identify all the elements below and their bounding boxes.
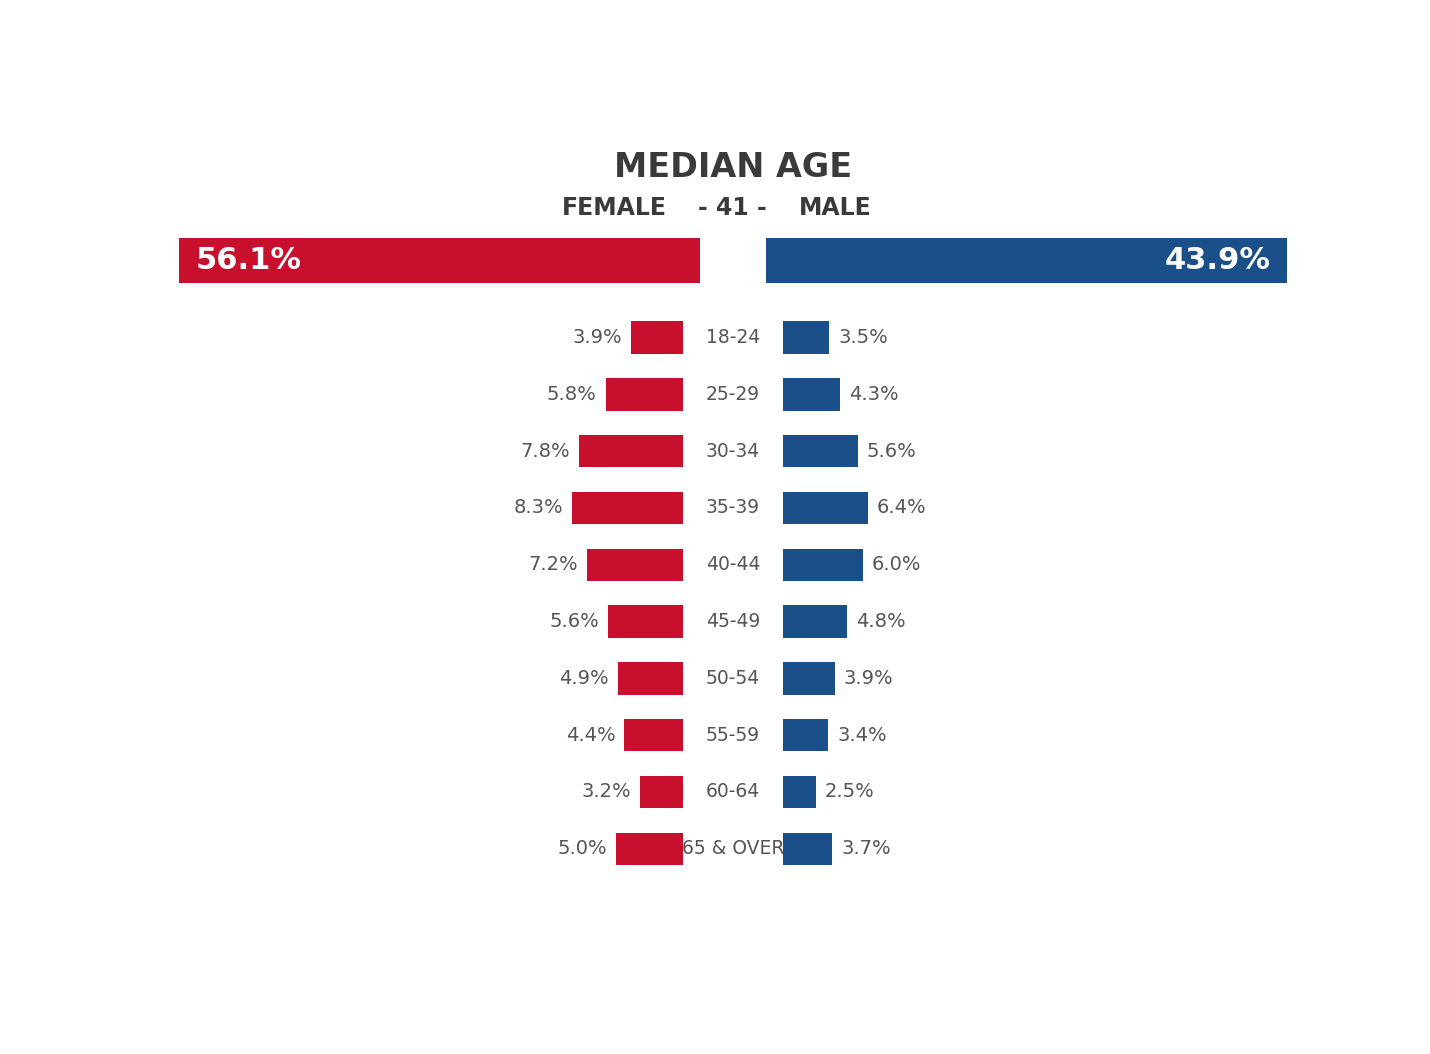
Bar — [782, 662, 835, 695]
Text: 3.2%: 3.2% — [582, 782, 632, 801]
Text: 43.9%: 43.9% — [1164, 246, 1270, 275]
Text: 30-34: 30-34 — [706, 442, 759, 461]
Bar — [605, 378, 684, 410]
Text: 55-59: 55-59 — [706, 725, 759, 745]
Text: 3.5%: 3.5% — [838, 328, 888, 347]
Text: 35-39: 35-39 — [706, 499, 759, 518]
Text: 6.4%: 6.4% — [877, 499, 927, 518]
Text: MEDIAN AGE: MEDIAN AGE — [613, 151, 852, 183]
Bar — [782, 491, 868, 524]
Text: 25-29: 25-29 — [706, 385, 759, 404]
Text: 5.6%: 5.6% — [867, 442, 917, 461]
Text: 45-49: 45-49 — [705, 612, 761, 631]
Bar — [586, 548, 684, 581]
Text: 56.1%: 56.1% — [196, 246, 302, 275]
Text: 18-24: 18-24 — [706, 328, 759, 347]
Bar — [641, 776, 684, 808]
Bar — [616, 833, 684, 865]
Text: 7.8%: 7.8% — [521, 442, 571, 461]
Bar — [766, 238, 1287, 282]
Bar — [782, 605, 847, 638]
Text: 8.3%: 8.3% — [513, 499, 563, 518]
Text: 6.0%: 6.0% — [872, 555, 921, 574]
Bar — [782, 321, 829, 354]
Bar — [782, 833, 832, 865]
Text: 5.8%: 5.8% — [546, 385, 596, 404]
Bar — [782, 548, 862, 581]
Text: 65 & OVER: 65 & OVER — [682, 839, 784, 858]
Text: 3.9%: 3.9% — [572, 328, 622, 347]
Text: 50-54: 50-54 — [706, 669, 759, 688]
Text: 4.3%: 4.3% — [849, 385, 898, 404]
Text: FEMALE: FEMALE — [562, 196, 666, 219]
Text: 5.0%: 5.0% — [558, 839, 608, 858]
Text: MALE: MALE — [799, 196, 872, 219]
Bar — [572, 491, 684, 524]
Bar — [618, 662, 684, 695]
Bar — [782, 378, 841, 410]
Bar — [782, 776, 817, 808]
Bar — [579, 435, 684, 467]
Text: - 41 -: - 41 - — [698, 196, 768, 219]
Text: 5.6%: 5.6% — [549, 612, 599, 631]
Text: 3.7%: 3.7% — [841, 839, 891, 858]
Bar — [782, 435, 858, 467]
Text: 4.4%: 4.4% — [566, 725, 615, 745]
Bar — [782, 719, 828, 752]
Bar — [608, 605, 684, 638]
Bar — [631, 321, 684, 354]
Text: 3.4%: 3.4% — [837, 725, 887, 745]
Text: 7.2%: 7.2% — [528, 555, 578, 574]
Text: 3.9%: 3.9% — [844, 669, 894, 688]
Bar — [625, 719, 684, 752]
Text: 40-44: 40-44 — [705, 555, 761, 574]
Text: 60-64: 60-64 — [706, 782, 759, 801]
Text: 4.8%: 4.8% — [855, 612, 905, 631]
Text: 2.5%: 2.5% — [825, 782, 875, 801]
Text: 4.9%: 4.9% — [559, 669, 609, 688]
Bar — [179, 238, 699, 282]
